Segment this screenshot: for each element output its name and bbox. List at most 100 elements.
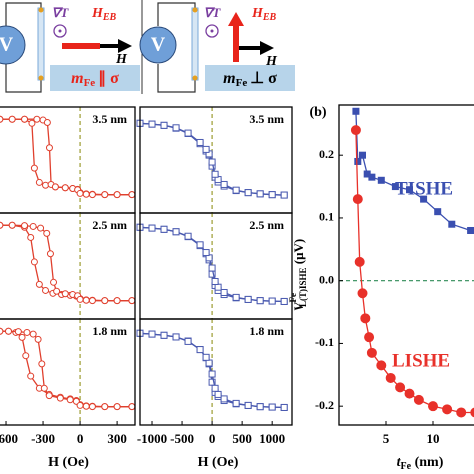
x-tick-label: -500 — [170, 431, 194, 446]
arrowhead — [260, 41, 274, 55]
marker — [0, 115, 4, 123]
subscript: Fe — [236, 77, 248, 89]
x-axis-label: H (Oe) — [198, 455, 239, 470]
marker — [211, 384, 219, 392]
marker — [196, 138, 204, 146]
marker — [196, 346, 204, 354]
marker — [467, 226, 474, 234]
contact — [192, 7, 198, 13]
marker — [35, 178, 43, 186]
marker — [35, 280, 43, 288]
marker — [366, 347, 377, 358]
marker — [364, 332, 375, 343]
plot-frame — [139, 318, 293, 426]
marker — [88, 191, 96, 199]
relation-box — [205, 65, 295, 91]
marker — [232, 186, 240, 194]
marker — [148, 120, 156, 128]
relation: ⊥ σ — [250, 70, 277, 87]
marker — [211, 277, 219, 285]
marker — [23, 328, 31, 336]
marker — [53, 287, 61, 295]
gradient-label: ∇T — [52, 5, 70, 20]
plot-frame — [338, 104, 474, 426]
marker — [268, 403, 276, 411]
marker — [43, 118, 51, 126]
marker — [391, 183, 399, 191]
voltmeter — [0, 25, 26, 65]
marker — [172, 333, 180, 341]
marker — [172, 124, 180, 132]
marker — [196, 241, 204, 249]
marker — [456, 407, 467, 418]
marker — [76, 295, 84, 303]
marker — [61, 290, 69, 298]
marker — [66, 396, 74, 404]
symbol: m — [223, 70, 235, 87]
marker — [376, 360, 387, 371]
marker — [172, 228, 180, 236]
series-label: LISHE — [392, 350, 450, 371]
marker — [205, 359, 213, 367]
marker — [160, 225, 168, 233]
marker — [27, 233, 35, 241]
marker — [88, 297, 96, 305]
out-of-plane-symbol — [53, 24, 67, 38]
marker — [29, 222, 37, 230]
y-tick-label: -0.1 — [315, 335, 334, 349]
marker — [43, 229, 51, 237]
symbol: H — [251, 6, 264, 21]
marker — [244, 295, 252, 303]
marker — [357, 288, 368, 299]
marker — [256, 403, 264, 411]
marker — [280, 403, 288, 411]
marker — [220, 289, 228, 296]
marker — [51, 183, 59, 191]
marker — [82, 402, 90, 410]
marker — [56, 394, 64, 402]
marker — [61, 184, 69, 192]
out-of-plane-symbol — [205, 24, 219, 38]
y-tick-label: -0.2 — [315, 398, 334, 412]
marker — [395, 382, 406, 393]
y-axis-label: VFeL(T)ISHE (μV) — [288, 239, 308, 311]
marker — [160, 331, 168, 339]
unit: (nm) — [411, 455, 444, 470]
marker — [76, 401, 84, 409]
marker — [184, 129, 192, 137]
contact — [38, 7, 44, 13]
x-tick-label: 0 — [77, 431, 84, 446]
y-tick-label: 0.0 — [319, 272, 334, 286]
thickness-label: 2.5 nm — [249, 218, 284, 232]
relation-box — [50, 65, 140, 91]
thickness-label: 1.8 nm — [249, 324, 284, 338]
exchange-label: HEB — [91, 6, 117, 23]
series-line — [355, 130, 474, 414]
x-tick-label: 1000 — [259, 431, 285, 446]
marker — [368, 173, 376, 181]
marker — [128, 403, 136, 411]
x-tick-label: -600 — [0, 431, 18, 446]
marker — [256, 297, 264, 305]
series-line — [0, 330, 132, 408]
marker — [211, 170, 219, 178]
marker — [202, 145, 210, 153]
marker — [40, 384, 48, 392]
marker — [208, 158, 216, 166]
exchange-label: HEB — [251, 6, 277, 23]
contact — [192, 75, 198, 81]
gradient-label: ∇T — [204, 5, 222, 20]
marker — [420, 195, 428, 203]
marker — [256, 190, 264, 198]
subscript: Fe — [401, 461, 412, 472]
marker — [148, 330, 156, 338]
subscript: EB — [102, 12, 117, 23]
marker — [128, 297, 136, 305]
thickness-label: 2.5 nm — [92, 218, 127, 232]
subscript: L(T)ISHE — [298, 267, 308, 307]
marker — [184, 232, 192, 240]
marker — [202, 353, 210, 361]
marker — [101, 297, 109, 305]
x-axis-label: H (Oe) — [48, 455, 89, 470]
